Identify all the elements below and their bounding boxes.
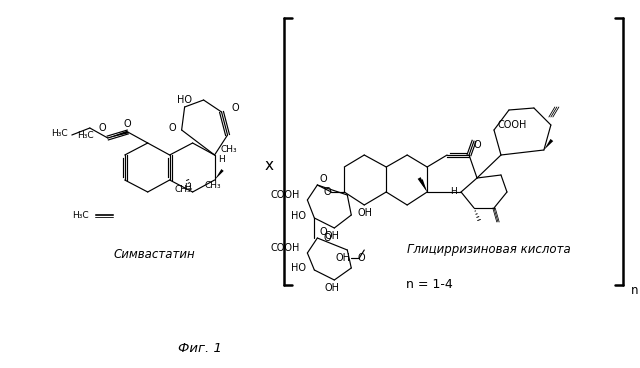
- Text: Фиг. 1: Фиг. 1: [178, 342, 221, 354]
- Text: H: H: [451, 188, 457, 197]
- Text: O: O: [319, 227, 327, 237]
- Text: O: O: [99, 123, 107, 133]
- Text: H: H: [184, 184, 191, 192]
- Text: OH: OH: [336, 253, 351, 263]
- Text: O: O: [124, 119, 132, 129]
- Text: H₃C: H₃C: [51, 128, 68, 138]
- Text: COOH: COOH: [498, 120, 527, 130]
- Text: H₃C: H₃C: [77, 131, 94, 141]
- Polygon shape: [214, 169, 224, 180]
- Text: H: H: [218, 155, 225, 163]
- Text: x: x: [265, 158, 274, 173]
- Polygon shape: [420, 179, 427, 192]
- Text: H₃C: H₃C: [72, 210, 89, 219]
- Text: O: O: [319, 174, 327, 184]
- Text: Симвастатин: Симвастатин: [114, 248, 195, 262]
- Text: OH: OH: [325, 283, 340, 293]
- Text: HO: HO: [291, 263, 307, 273]
- Text: O: O: [323, 233, 331, 243]
- Text: O: O: [357, 253, 365, 263]
- Polygon shape: [418, 177, 427, 192]
- Text: O: O: [324, 187, 332, 197]
- Text: n: n: [630, 284, 638, 297]
- Text: COOH: COOH: [270, 243, 300, 253]
- Text: CH₃: CH₃: [175, 185, 191, 195]
- Text: OH: OH: [357, 208, 372, 218]
- Text: Глицирризиновая кислота: Глицирризиновая кислота: [407, 244, 571, 256]
- Polygon shape: [108, 131, 128, 138]
- Text: O: O: [232, 103, 239, 113]
- Text: OH: OH: [325, 231, 340, 241]
- Text: CH₃: CH₃: [221, 145, 237, 153]
- Text: O: O: [473, 140, 481, 150]
- Text: COOH: COOH: [270, 190, 300, 200]
- Text: HO: HO: [177, 95, 191, 105]
- Text: O: O: [168, 123, 175, 133]
- Text: n = 1-4: n = 1-4: [406, 279, 452, 291]
- Text: HO: HO: [291, 211, 307, 221]
- Text: CH₃: CH₃: [205, 181, 221, 191]
- Polygon shape: [544, 139, 553, 150]
